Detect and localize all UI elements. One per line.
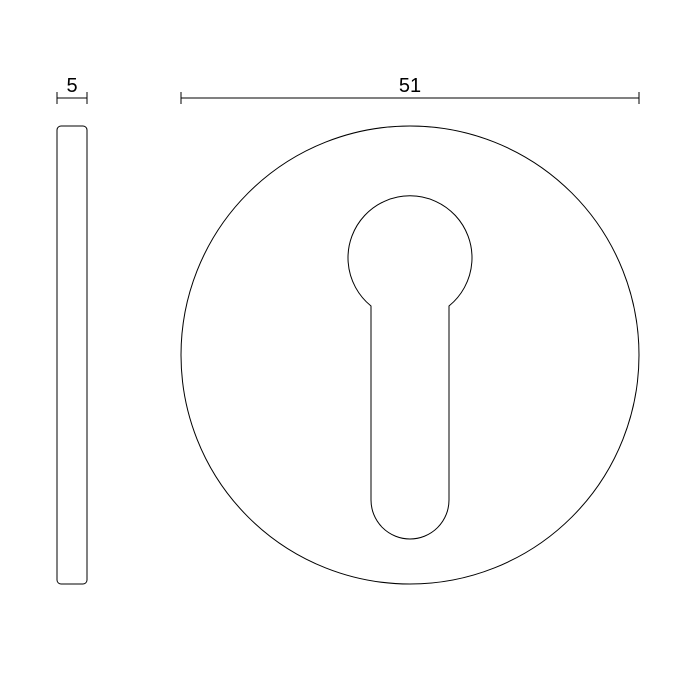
side-view-outline [57, 126, 87, 584]
technical-drawing: 5 51 [0, 0, 700, 700]
front-view-outline [181, 126, 639, 584]
keyhole-outline [348, 196, 472, 539]
front-dim-label: 51 [399, 75, 421, 97]
side-dim-label: 5 [66, 75, 77, 97]
